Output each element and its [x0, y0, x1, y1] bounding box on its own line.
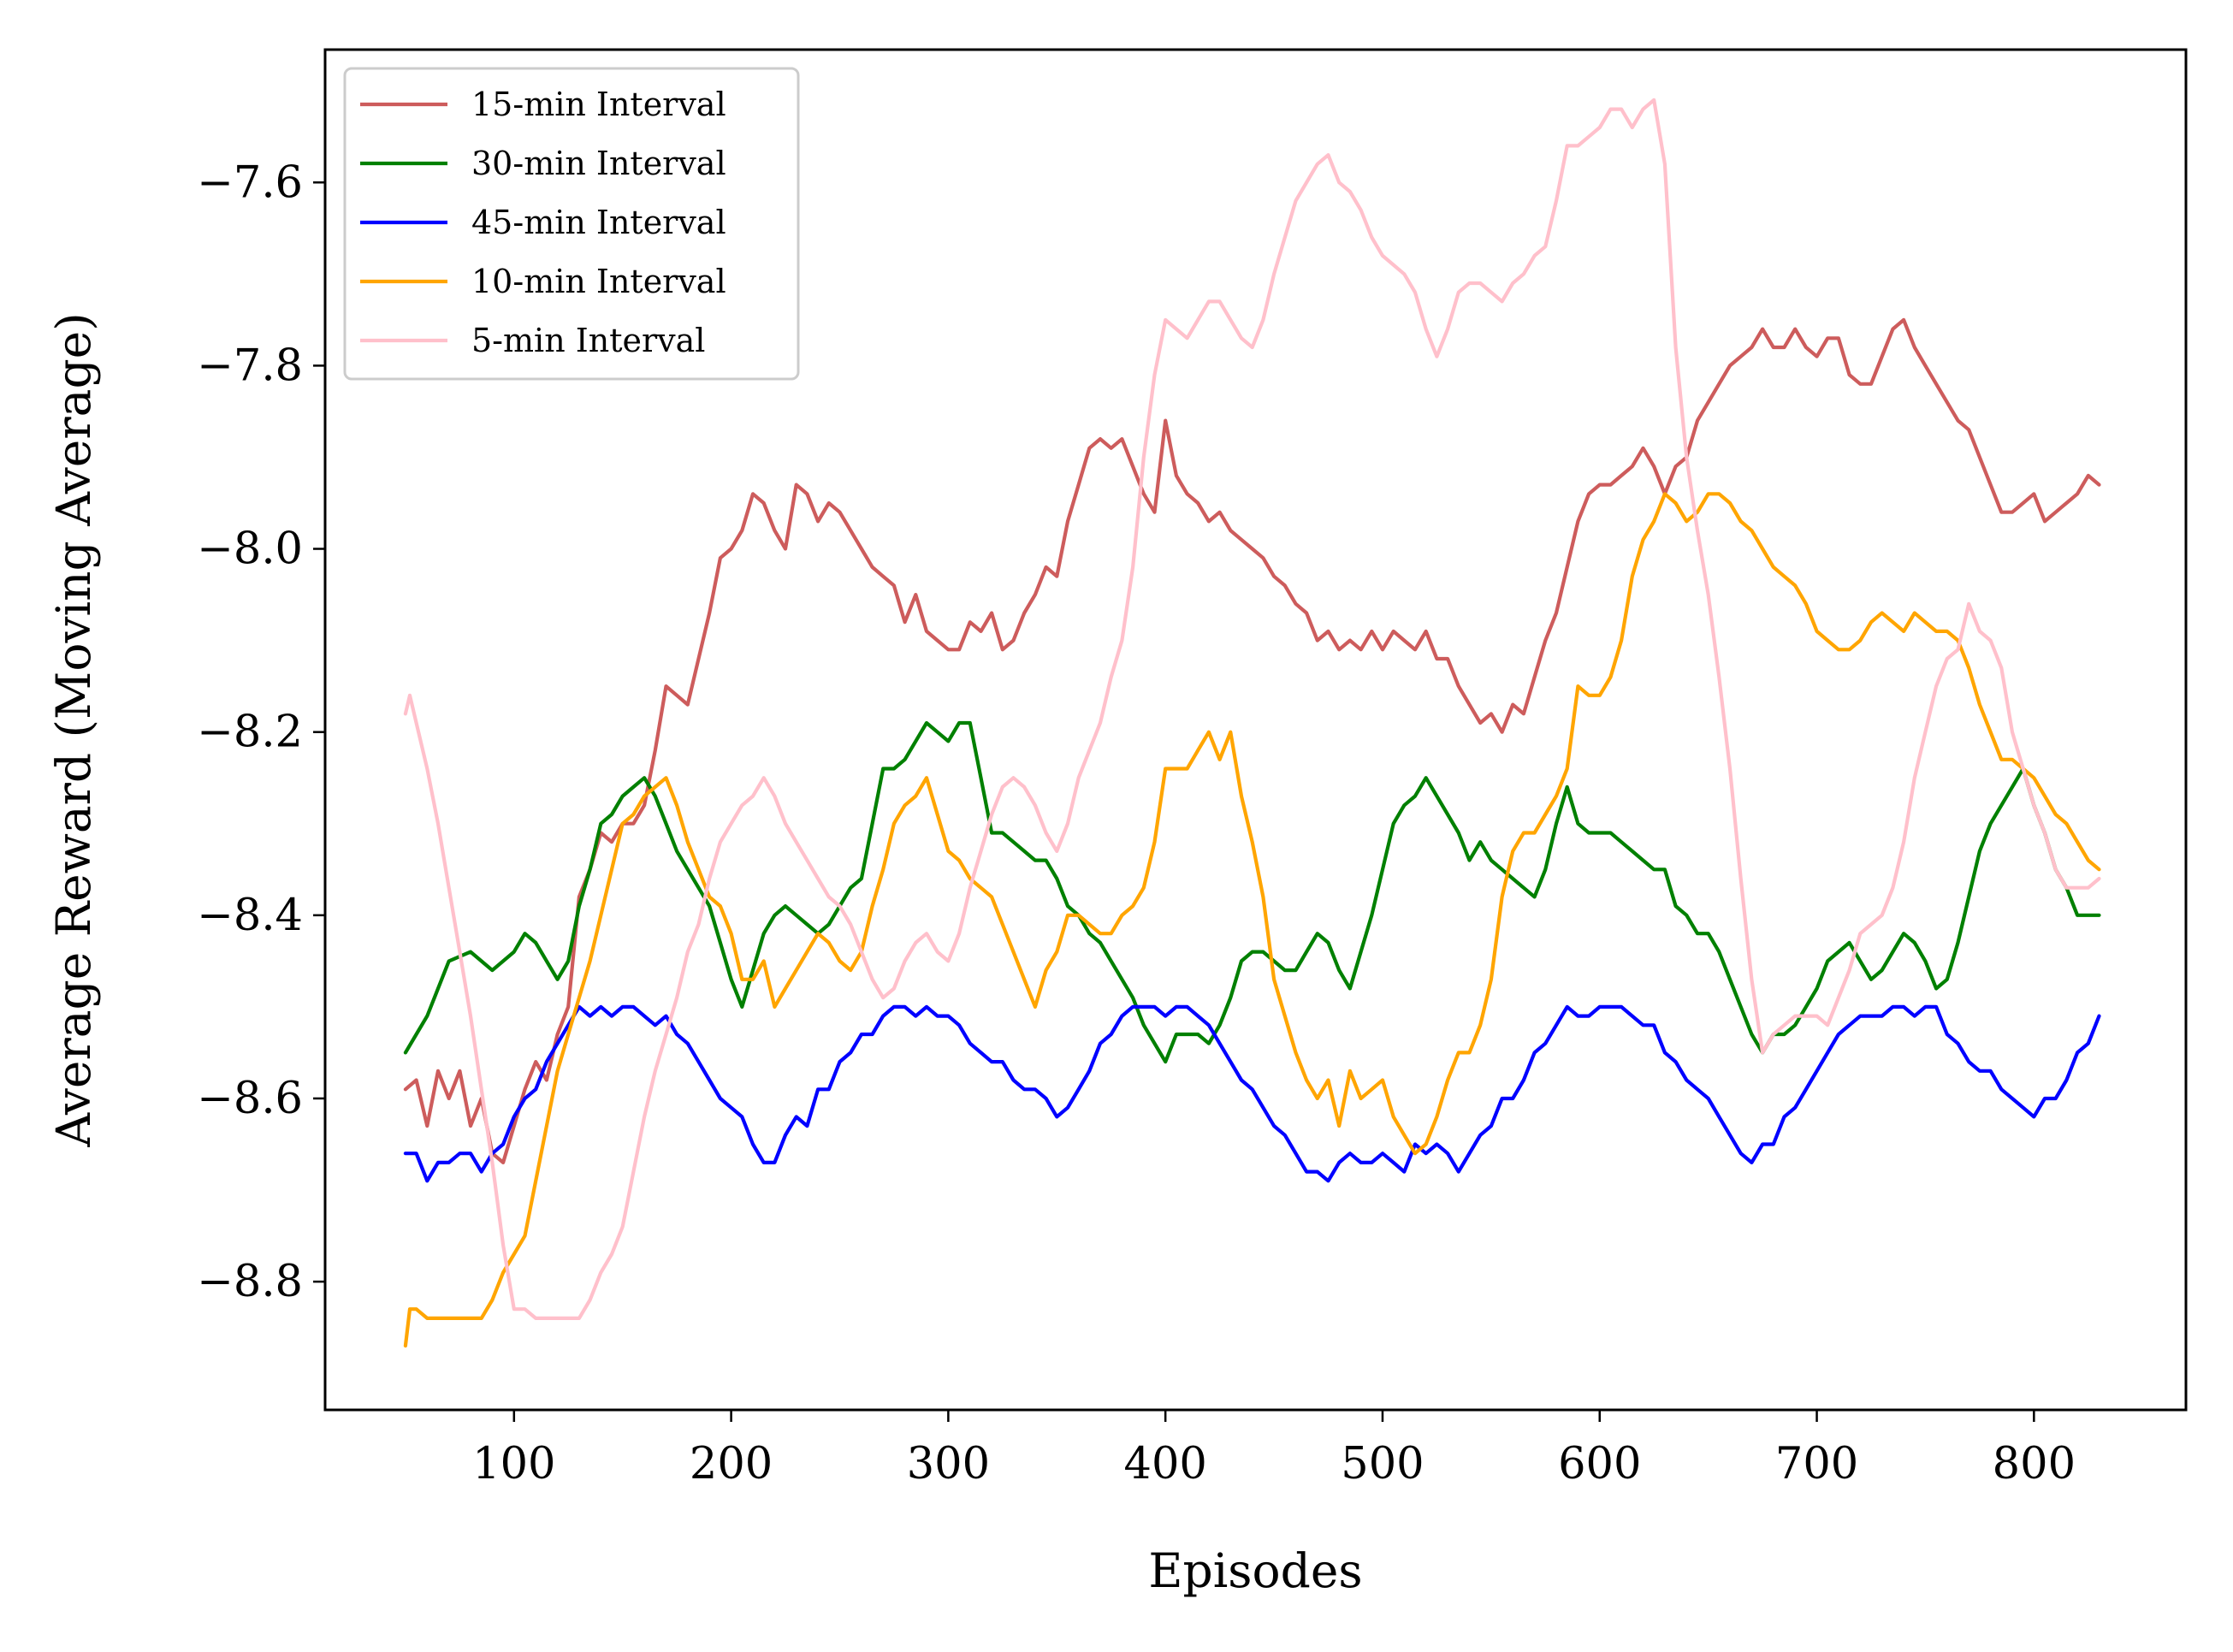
y-axis: −7.6 −7.8 −8.0 −8.2 −8.4 −8.6 −8.8 [197, 157, 325, 1307]
y-tick-label: −8.6 [197, 1074, 303, 1124]
legend-label: 10-min Interval [471, 263, 726, 300]
x-axis: 100 200 300 400 500 600 700 800 [472, 1410, 2076, 1489]
series-line-5 [403, 98, 2101, 1320]
y-axis-label: Average Reward (Moving Average) [46, 312, 101, 1147]
legend-label: 5-min Interval [471, 322, 705, 359]
x-tick-label: 200 [690, 1439, 773, 1489]
y-tick-label: −7.8 [197, 340, 303, 391]
series-line-1 [403, 317, 2101, 1164]
y-tick-label: −8.2 [197, 708, 303, 758]
legend-label: 15-min Interval [471, 86, 726, 123]
x-tick-label: 100 [472, 1439, 555, 1489]
y-tick-label: −8.4 [197, 891, 303, 941]
plot-frame [323, 48, 2188, 1412]
x-tick-label: 800 [1993, 1439, 2076, 1489]
series-layer [403, 98, 2101, 1348]
legend-box [343, 67, 800, 381]
series-line-4 [403, 492, 2101, 1348]
x-axis-label: Episodes [1148, 1543, 1362, 1598]
x-tick-label: 400 [1124, 1439, 1207, 1489]
y-tick-label: −8.8 [197, 1257, 303, 1307]
x-tick-label: 500 [1341, 1439, 1424, 1489]
legend-label: 30-min Interval [471, 145, 726, 182]
x-tick-label: 700 [1775, 1439, 1858, 1489]
legend: 15-min Interval 30-min Interval 45-min Int… [343, 67, 800, 381]
legend-label: 45-min Interval [471, 204, 726, 241]
x-tick-label: 300 [907, 1439, 990, 1489]
series-line-3 [403, 1004, 2101, 1183]
y-tick-label: −7.6 [197, 157, 303, 208]
y-tick-label: −8.0 [197, 524, 303, 575]
x-tick-label: 600 [1558, 1439, 1641, 1489]
